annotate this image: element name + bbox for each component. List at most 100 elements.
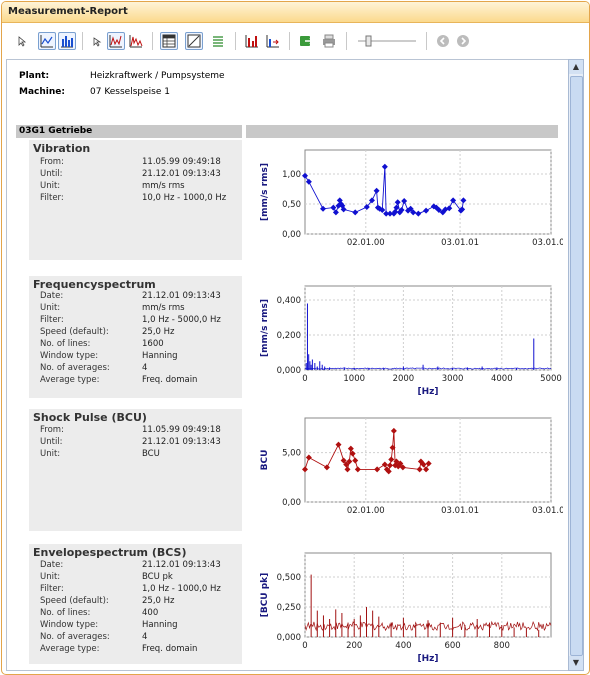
export-icon[interactable]: [298, 32, 316, 50]
data-point: [397, 460, 404, 467]
data-point: [388, 456, 395, 463]
field-value: 21.12.01 09:13:43: [142, 437, 221, 447]
field-label: Until:: [40, 437, 63, 447]
forward-icon[interactable]: [454, 32, 472, 50]
trend-icon[interactable]: [185, 32, 203, 50]
machine-value: 07 Kesselspeise 1: [90, 87, 170, 97]
plot-area: [304, 149, 552, 235]
field-label: Speed (default):: [40, 327, 109, 337]
data-point: [335, 441, 342, 448]
y-tick-label: 0,00: [282, 230, 301, 240]
x-tick-label: 0: [302, 641, 307, 651]
data-point: [374, 466, 381, 473]
field-value: 21.12.01 09:13:43: [142, 560, 221, 570]
data-point: [435, 207, 442, 213]
shock-pulse-chart[interactable]: 0,00 5,00 02.01.00 03.01.01 03.01.02 BCU: [247, 412, 563, 528]
y-axis-label: [mm/s rms]: [260, 163, 270, 221]
x-tick-label: 0: [302, 374, 307, 384]
x-tick-label: 03.01.02: [532, 506, 563, 516]
x-tick-label: 5000: [540, 374, 562, 384]
y-axis-label: [mm/s rms]: [260, 299, 270, 357]
field-value: 400: [142, 608, 159, 618]
y-axis-label: [BCU pk]: [260, 573, 270, 618]
field-label: Filter:: [40, 315, 64, 325]
envelopespectrum-chart[interactable]: 0,000 0,250 0,500 0 200 400 600 800 [BCU pk] [Hz]: [247, 547, 563, 663]
field-label: From:: [40, 425, 64, 435]
field-label: Average type:: [40, 375, 100, 385]
field-label: Unit:: [40, 449, 61, 459]
field-value: Hanning: [142, 351, 178, 361]
machine-label: Machine:: [19, 87, 65, 97]
data-point: [352, 457, 359, 464]
x-tick-label: 800: [494, 641, 510, 651]
data-point: [387, 462, 394, 469]
scroll-up-icon[interactable]: ▲: [569, 60, 583, 74]
bar-chart-icon[interactable]: [58, 32, 76, 50]
back-icon[interactable]: [434, 32, 452, 50]
data-point: [459, 206, 466, 213]
y-tick-label: 1,00: [282, 170, 301, 180]
x-tick-label: 3000: [442, 374, 464, 384]
table-icon[interactable]: [160, 32, 178, 50]
x-tick-label: 200: [346, 641, 362, 651]
report-content[interactable]: Plant: Heizkraftwerk / Pumpsysteme Machi…: [6, 59, 569, 671]
peaks-icon[interactable]: [107, 32, 125, 50]
list-icon[interactable]: [209, 32, 227, 50]
spectrum-icon[interactable]: [127, 32, 145, 50]
field-value: 4: [142, 363, 148, 373]
field-value: 21.12.01 09:13:43: [142, 169, 221, 179]
spectrum-line: [304, 367, 552, 370]
x-tick-label: 600: [444, 641, 460, 651]
data-point: [417, 458, 424, 465]
field-value: 1,0 Hz - 1000,0 Hz: [142, 584, 221, 594]
toolbar: [2, 23, 589, 59]
scroll-thumb[interactable]: [570, 76, 583, 656]
toolbar-separator: [346, 32, 347, 50]
bar-arrow-icon[interactable]: [264, 32, 282, 50]
data-point: [330, 204, 337, 211]
bar-stat-icon[interactable]: [243, 32, 261, 50]
field-label: Filter:: [40, 584, 64, 594]
data-point: [416, 466, 423, 473]
x-axis-label: [Hz]: [418, 387, 439, 396]
data-point: [399, 464, 406, 471]
data-point: [363, 204, 370, 210]
toolbar-separator: [426, 32, 427, 50]
line-chart-icon[interactable]: [38, 32, 56, 50]
cursor-small-icon[interactable]: [88, 32, 106, 50]
field-label: Speed (default):: [40, 596, 109, 606]
y-tick-label: 0,000: [277, 633, 301, 643]
data-point: [420, 461, 427, 468]
frequencyspectrum-panel: Frequencyspectrum Date: 21.12.01 09:13:4…: [29, 276, 242, 398]
toolbar-separator: [289, 32, 290, 50]
field-value: 11.05.99 09:49:18: [142, 157, 221, 167]
data-point: [425, 460, 432, 467]
data-point: [410, 209, 417, 216]
data-point: [323, 464, 330, 471]
y-tick-label: 0,400: [277, 296, 301, 306]
x-tick-label: 02.01.00: [347, 238, 385, 248]
panel-title: Frequencyspectrum: [33, 278, 156, 291]
shock-pulse-panel: Shock Pulse (BCU) From: 11.05.99 09:49:1…: [29, 409, 242, 531]
scroll-down-icon[interactable]: ▼: [569, 656, 583, 670]
field-label: No. of averages:: [40, 363, 110, 373]
cursor-icon[interactable]: [14, 32, 32, 50]
data-point: [394, 199, 401, 206]
x-tick-label: 400: [395, 641, 411, 651]
print-icon[interactable]: [320, 32, 338, 50]
vibration-trend-chart[interactable]: 0,00 0,50 1,00 02.01.00 03.01.01 03.01.02 [mm/…: [247, 144, 563, 260]
plant-value: Heizkraftwerk / Pumpsysteme: [90, 71, 225, 81]
data-point: [442, 206, 449, 213]
data-point: [381, 163, 388, 170]
data-point: [373, 187, 380, 194]
frequencyspectrum-chart[interactable]: 0,000 0,200 0,400 0 1000 2000 3000 4000 5000 [mm/…: [247, 280, 563, 396]
x-axis-label: [Hz]: [418, 654, 439, 663]
zoom-slider-icon[interactable]: [354, 32, 418, 50]
data-point: [302, 172, 308, 179]
vertical-scrollbar[interactable]: ▲ ▼: [568, 59, 584, 671]
data-point: [415, 210, 422, 217]
field-value: BCU: [142, 449, 160, 459]
x-tick-label: 03.01.01: [441, 506, 479, 516]
field-label: Unit:: [40, 572, 61, 582]
